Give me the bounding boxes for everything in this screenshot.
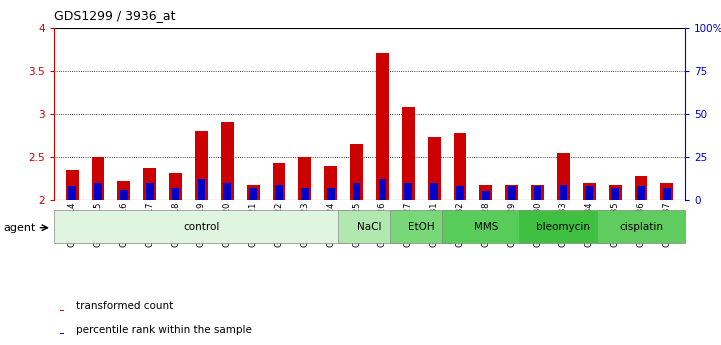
Bar — [298, 157, 311, 200]
Text: agent: agent — [4, 223, 36, 233]
Bar — [350, 144, 363, 200]
Bar — [390, 210, 452, 243]
Bar — [597, 210, 685, 243]
Bar — [61, 333, 64, 334]
Bar — [508, 186, 516, 200]
Bar — [338, 210, 401, 243]
Text: transformed count: transformed count — [76, 302, 174, 311]
Bar — [583, 183, 596, 200]
Bar — [353, 183, 360, 200]
Bar — [663, 188, 671, 200]
Bar — [224, 183, 231, 200]
Bar — [54, 210, 349, 243]
Bar — [505, 186, 518, 200]
Bar — [172, 188, 180, 200]
Text: GDS1299 / 3936_at: GDS1299 / 3936_at — [54, 9, 176, 22]
Bar — [94, 183, 102, 200]
Bar — [609, 186, 622, 200]
Text: MMS: MMS — [474, 222, 498, 232]
Bar — [402, 107, 415, 200]
Bar — [559, 185, 567, 200]
Bar — [324, 166, 337, 200]
Bar — [120, 190, 128, 200]
Text: bleomycin: bleomycin — [536, 222, 590, 232]
Bar — [585, 186, 593, 200]
Bar — [482, 191, 490, 200]
Bar — [146, 183, 154, 200]
Bar — [519, 210, 607, 243]
Bar — [92, 157, 105, 200]
Bar — [143, 168, 156, 200]
Bar — [611, 188, 619, 200]
Bar — [430, 183, 438, 200]
Bar — [634, 176, 647, 200]
Bar — [273, 163, 286, 200]
Text: cisplatin: cisplatin — [619, 222, 663, 232]
Bar — [428, 137, 441, 200]
Text: percentile rank within the sample: percentile rank within the sample — [76, 325, 252, 335]
Bar — [531, 186, 544, 200]
Bar — [221, 122, 234, 200]
Bar — [660, 183, 673, 200]
Bar — [301, 188, 309, 200]
Text: NaCl: NaCl — [358, 222, 381, 232]
Bar — [376, 53, 389, 200]
Bar — [66, 170, 79, 200]
Bar — [479, 186, 492, 200]
Bar — [557, 152, 570, 200]
Bar — [247, 186, 260, 200]
Bar — [379, 179, 386, 200]
Bar — [169, 172, 182, 200]
Bar — [249, 188, 257, 200]
Text: control: control — [183, 222, 220, 232]
Bar — [454, 133, 466, 200]
Bar — [404, 183, 412, 200]
Bar — [118, 181, 131, 200]
Bar — [198, 179, 205, 200]
Bar — [68, 186, 76, 200]
Bar — [442, 210, 530, 243]
Bar — [637, 186, 645, 200]
Bar — [195, 131, 208, 200]
Text: EtOH: EtOH — [408, 222, 435, 232]
Bar — [275, 185, 283, 200]
Bar — [456, 186, 464, 200]
Bar — [327, 188, 335, 200]
Bar — [534, 186, 541, 200]
